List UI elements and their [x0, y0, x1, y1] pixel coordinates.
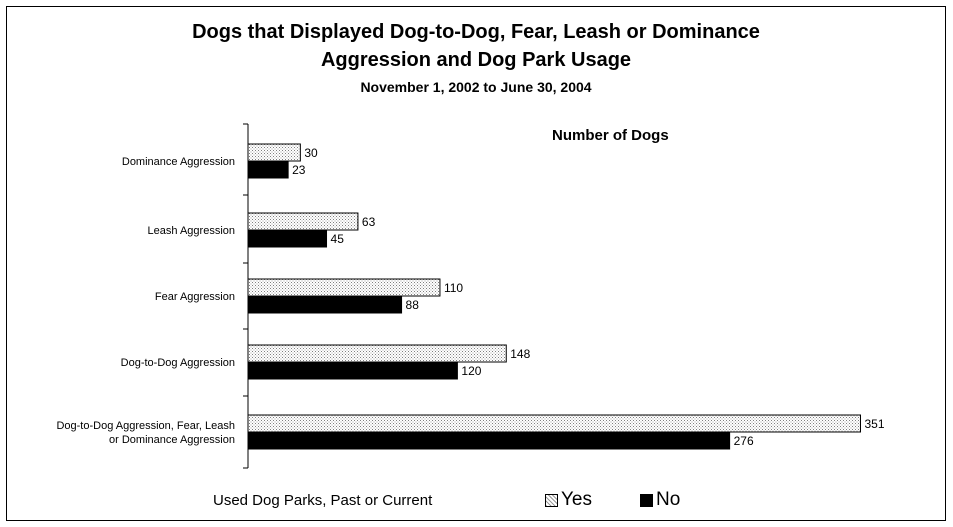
bar-no — [247, 229, 328, 248]
legend-item-yes: Yes — [545, 489, 592, 511]
data-label-yes: 30 — [304, 146, 318, 160]
chart-title-line-1: Dogs that Displayed Dog-to-Dog, Fear, Le… — [192, 21, 760, 43]
bar-yes — [247, 143, 301, 162]
bar-yes — [247, 344, 507, 363]
bar-no — [247, 431, 731, 450]
data-label-yes: 351 — [864, 417, 884, 431]
chart-subtitle: November 1, 2002 to June 30, 2004 — [360, 79, 592, 95]
bar-no — [247, 160, 289, 179]
category-label: Fear Aggression — [155, 291, 235, 303]
value-axis-title: Number of Dogs — [552, 127, 669, 144]
data-label-no: 23 — [292, 163, 306, 177]
bar-yes — [247, 212, 359, 231]
bar-yes — [247, 414, 861, 433]
data-label-yes: 148 — [510, 347, 530, 361]
legend-label-no: No — [656, 489, 681, 510]
legend-swatch-yes — [545, 493, 558, 507]
data-label-no: 120 — [461, 364, 481, 378]
legend: Used Dog Parks, Past or Current Yes No — [7, 489, 945, 517]
category-label: Dog-to-Dog Aggression, Fear, Leash — [56, 420, 235, 432]
legend-swatch-no — [640, 493, 653, 507]
data-label-yes: 63 — [362, 215, 376, 229]
bar-yes — [247, 278, 441, 297]
category-label: Leash Aggression — [148, 225, 235, 237]
chart-title-line-2: Aggression and Dog Park Usage — [320, 49, 632, 71]
legend-title: Used Dog Parks, Past or Current — [213, 492, 433, 509]
category-label: Dog-to-Dog Aggression — [121, 357, 235, 369]
data-label-yes: 110 — [444, 281, 463, 295]
legend-label-yes: Yes — [561, 489, 592, 510]
data-label-no: 276 — [734, 434, 754, 448]
bar-no — [247, 361, 458, 380]
data-label-no: 88 — [406, 298, 420, 312]
category-label: Dominance Aggression — [122, 156, 235, 168]
bar-no — [247, 295, 403, 314]
category-label: or Dominance Aggression — [109, 434, 235, 446]
legend-item-no: No — [640, 489, 680, 511]
data-label-no: 45 — [331, 232, 345, 246]
